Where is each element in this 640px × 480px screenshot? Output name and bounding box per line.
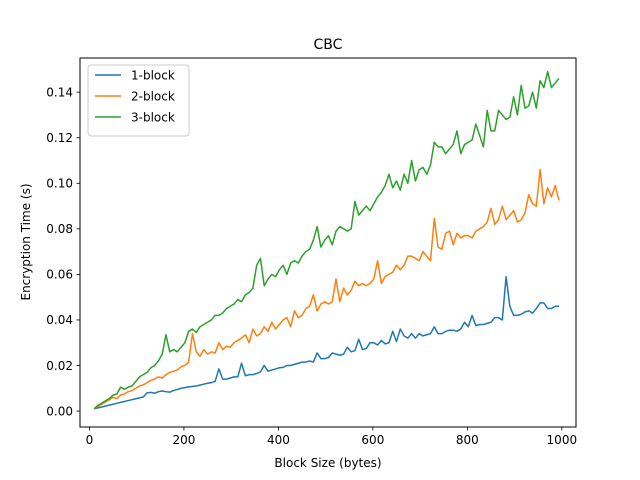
x-tick-label: 800 xyxy=(456,433,479,447)
x-tick-label: 200 xyxy=(172,433,195,447)
x-tick-label: 1000 xyxy=(547,433,578,447)
x-axis: 0 200 400 600 800 1000 xyxy=(86,427,577,447)
y-tick-label: 0.04 xyxy=(46,313,73,327)
series-line-3 xyxy=(93,70,560,410)
y-tick-label: 0.12 xyxy=(46,131,73,145)
y-axis: 0.00 0.02 0.04 0.06 0.08 0.10 0.12 0.14 xyxy=(46,85,80,418)
series-line-1 xyxy=(93,275,559,410)
y-tick-label: 0.02 xyxy=(46,359,73,373)
y-tick-label: 0.14 xyxy=(46,85,73,99)
x-tick-label: 600 xyxy=(361,433,384,447)
y-tick-label: 0.10 xyxy=(46,177,73,191)
y-axis-label: Encryption Time (s) xyxy=(19,183,33,300)
x-axis-label: Block Size (bytes) xyxy=(274,456,381,470)
y-tick-label: 0.00 xyxy=(46,404,73,418)
y-tick-label: 0.06 xyxy=(46,268,73,282)
x-tick-label: 0 xyxy=(86,433,94,447)
series-line-2 xyxy=(93,168,560,410)
plot-lines xyxy=(93,70,560,410)
chart-title: CBC xyxy=(314,37,343,53)
x-tick-label: 400 xyxy=(267,433,290,447)
legend: 1-block 2-block 3-block xyxy=(87,64,190,137)
legend-label-2: 2-block xyxy=(131,89,175,103)
y-tick-label: 0.08 xyxy=(46,222,73,236)
legend-label-1: 1-block xyxy=(131,68,175,82)
legend-label-3: 3-block xyxy=(131,110,175,124)
legend-box xyxy=(87,64,190,137)
plot-frame xyxy=(79,57,577,428)
